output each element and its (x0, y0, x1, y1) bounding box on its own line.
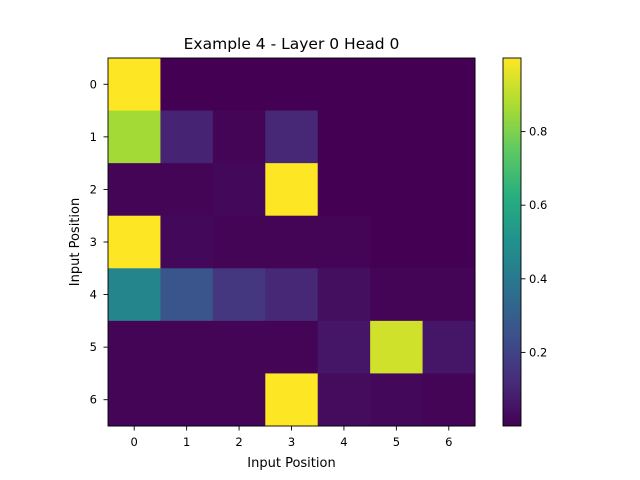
heatmap-cell-r5-c2 (212, 320, 266, 374)
heatmap-cell-r6-c3 (265, 373, 319, 427)
heatmap-cell-r0-c1 (160, 58, 214, 112)
heatmap-cell-r0-c5 (370, 58, 424, 112)
heatmap-cell-r4-c0 (108, 268, 161, 322)
heatmap-cells (108, 58, 476, 427)
y-axis: 0 1 2 3 4 5 6 (90, 77, 108, 407)
y-tick-label: 6 (90, 393, 97, 407)
x-tick-label: 2 (235, 435, 242, 449)
heatmap-cell-r3-c6 (422, 215, 476, 269)
heatmap-cell-r6-c5 (370, 373, 424, 427)
x-tick-label: 1 (183, 435, 190, 449)
y-tick-label: 1 (90, 130, 97, 144)
y-tick-label: 5 (90, 340, 97, 354)
heatmap-cell-r0-c4 (317, 58, 371, 112)
heatmap-cell-r2-c6 (422, 163, 476, 217)
heatmap-cell-r4-c3 (265, 268, 319, 322)
heatmap-cell-r3-c5 (370, 215, 424, 269)
heatmap-cell-r6-c0 (108, 373, 161, 427)
heatmap-cell-r0-c3 (265, 58, 319, 112)
x-axis-label: Input Position (247, 456, 335, 471)
heatmap-cell-r4-c2 (212, 268, 266, 322)
heatmap-cell-r6-c2 (212, 373, 266, 427)
colorbar-ticks: 0.2 0.4 0.6 0.8 (521, 125, 547, 359)
heatmap-cell-r6-c4 (317, 373, 371, 427)
colorbar (502, 57, 522, 427)
heatmap-cell-r3-c1 (160, 215, 214, 269)
heatmap-cell-r2-c0 (108, 163, 161, 217)
heatmap-cell-r3-c4 (317, 215, 371, 269)
chart-title: Example 4 - Layer 0 Head 0 (184, 35, 400, 53)
colorbar-tick-label: 0.8 (529, 125, 547, 139)
heatmap-cell-r5-c0 (108, 320, 161, 374)
heatmap-cell-r5-c5 (370, 320, 424, 374)
heatmap-cell-r3-c2 (212, 215, 266, 269)
heatmap-cell-r3-c0 (108, 215, 161, 269)
y-tick-label: 2 (90, 182, 97, 196)
y-tick-label: 0 (90, 77, 97, 91)
heatmap-cell-r3-c3 (265, 215, 319, 269)
heatmap-cell-r1-c5 (370, 110, 424, 164)
heatmap-cell-r4-c6 (422, 268, 476, 322)
heatmap-cell-r4-c1 (160, 268, 214, 322)
heatmap-cell-r6-c1 (160, 373, 214, 427)
heatmap-cell-r2-c3 (265, 163, 319, 217)
heatmap-cell-r5-c6 (422, 320, 476, 374)
colorbar-tick-label: 0.2 (529, 345, 547, 359)
x-axis: 0 1 2 3 4 5 6 (131, 426, 452, 449)
colorbar-tick-label: 0.6 (529, 198, 547, 212)
heatmap-cell-r4-c5 (370, 268, 424, 322)
heatmap-cell-r1-c1 (160, 110, 214, 164)
heatmap-cell-r0-c0 (108, 58, 161, 112)
heatmap-cell-r5-c4 (317, 320, 371, 374)
x-tick-label: 0 (131, 435, 138, 449)
heatmap-cell-r4-c4 (317, 268, 371, 322)
y-tick-label: 4 (90, 288, 97, 302)
heatmap-cell-r1-c2 (212, 110, 266, 164)
heatmap-cell-r1-c4 (317, 110, 371, 164)
y-axis-label: Input Position (68, 198, 83, 286)
heatmap-cell-r6-c6 (422, 373, 476, 427)
colorbar-tick-label: 0.4 (529, 272, 547, 286)
x-tick-label: 3 (288, 435, 295, 449)
x-tick-label: 5 (393, 435, 400, 449)
heatmap-cell-r0-c2 (212, 58, 266, 112)
heatmap-cell-r2-c5 (370, 163, 424, 217)
heatmap-cell-r5-c1 (160, 320, 214, 374)
x-tick-label: 6 (445, 435, 452, 449)
heatmap-cell-r2-c1 (160, 163, 214, 217)
heatmap-cell-r1-c0 (108, 110, 161, 164)
x-tick-label: 4 (340, 435, 347, 449)
heatmap-cell-r2-c2 (212, 163, 266, 217)
heatmap-cell-r0-c6 (422, 58, 476, 112)
heatmap-cell-r5-c3 (265, 320, 319, 374)
heatmap-cell-r1-c3 (265, 110, 319, 164)
heatmap-cell-r2-c4 (317, 163, 371, 217)
y-tick-label: 3 (90, 235, 97, 249)
heatmap-cell-r1-c6 (422, 110, 476, 164)
